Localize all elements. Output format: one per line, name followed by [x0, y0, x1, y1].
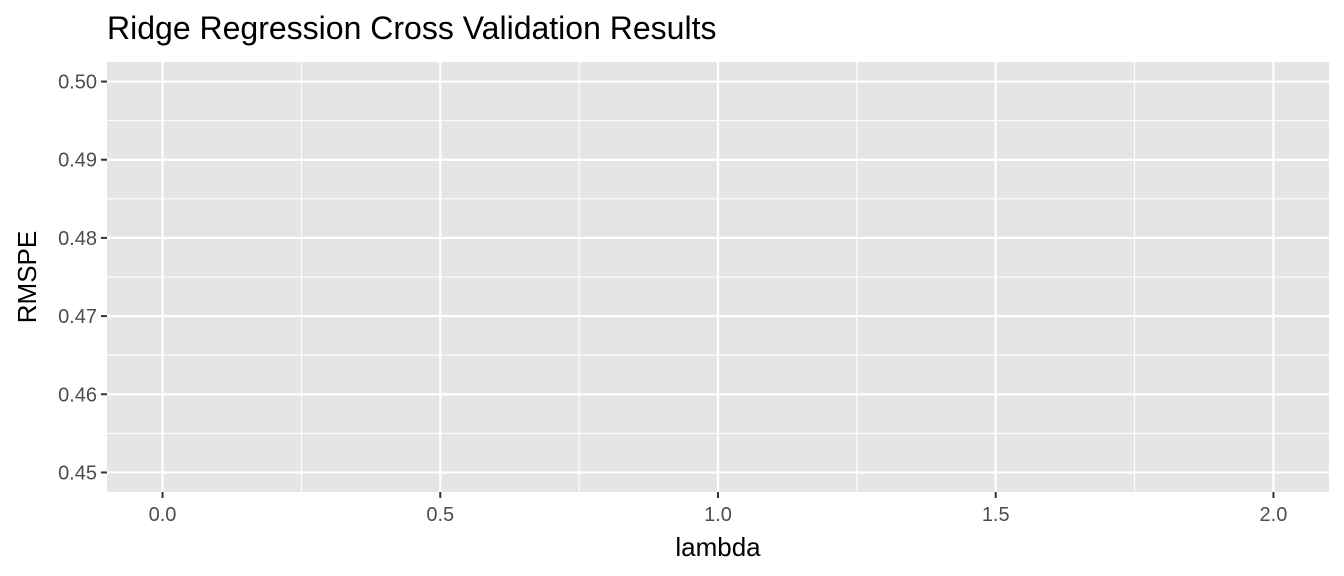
x-tick-label: 0.0 [149, 504, 177, 526]
chart-title: Ridge Regression Cross Validation Result… [107, 10, 716, 46]
grid-major [107, 62, 1329, 492]
y-tick-label: 0.48 [58, 228, 97, 250]
x-tick-label: 2.0 [1260, 504, 1288, 526]
y-tick-label: 0.45 [58, 462, 97, 484]
x-tick-label: 1.5 [982, 504, 1010, 526]
y-tick-label: 0.49 [58, 150, 97, 172]
y-axis: 0.45 0.46 0.47 0.48 0.49 0.50 [58, 72, 107, 484]
y-axis-title: RMSPE [12, 231, 42, 323]
y-tick-label: 0.46 [58, 384, 97, 406]
x-axis: 0.0 0.5 1.0 1.5 2.0 [149, 492, 1288, 526]
x-tick-label: 0.5 [426, 504, 454, 526]
y-tick-label: 0.47 [58, 306, 97, 328]
x-axis-title: lambda [675, 532, 761, 562]
x-tick-label: 1.0 [704, 504, 732, 526]
y-tick-label: 0.50 [58, 72, 97, 94]
